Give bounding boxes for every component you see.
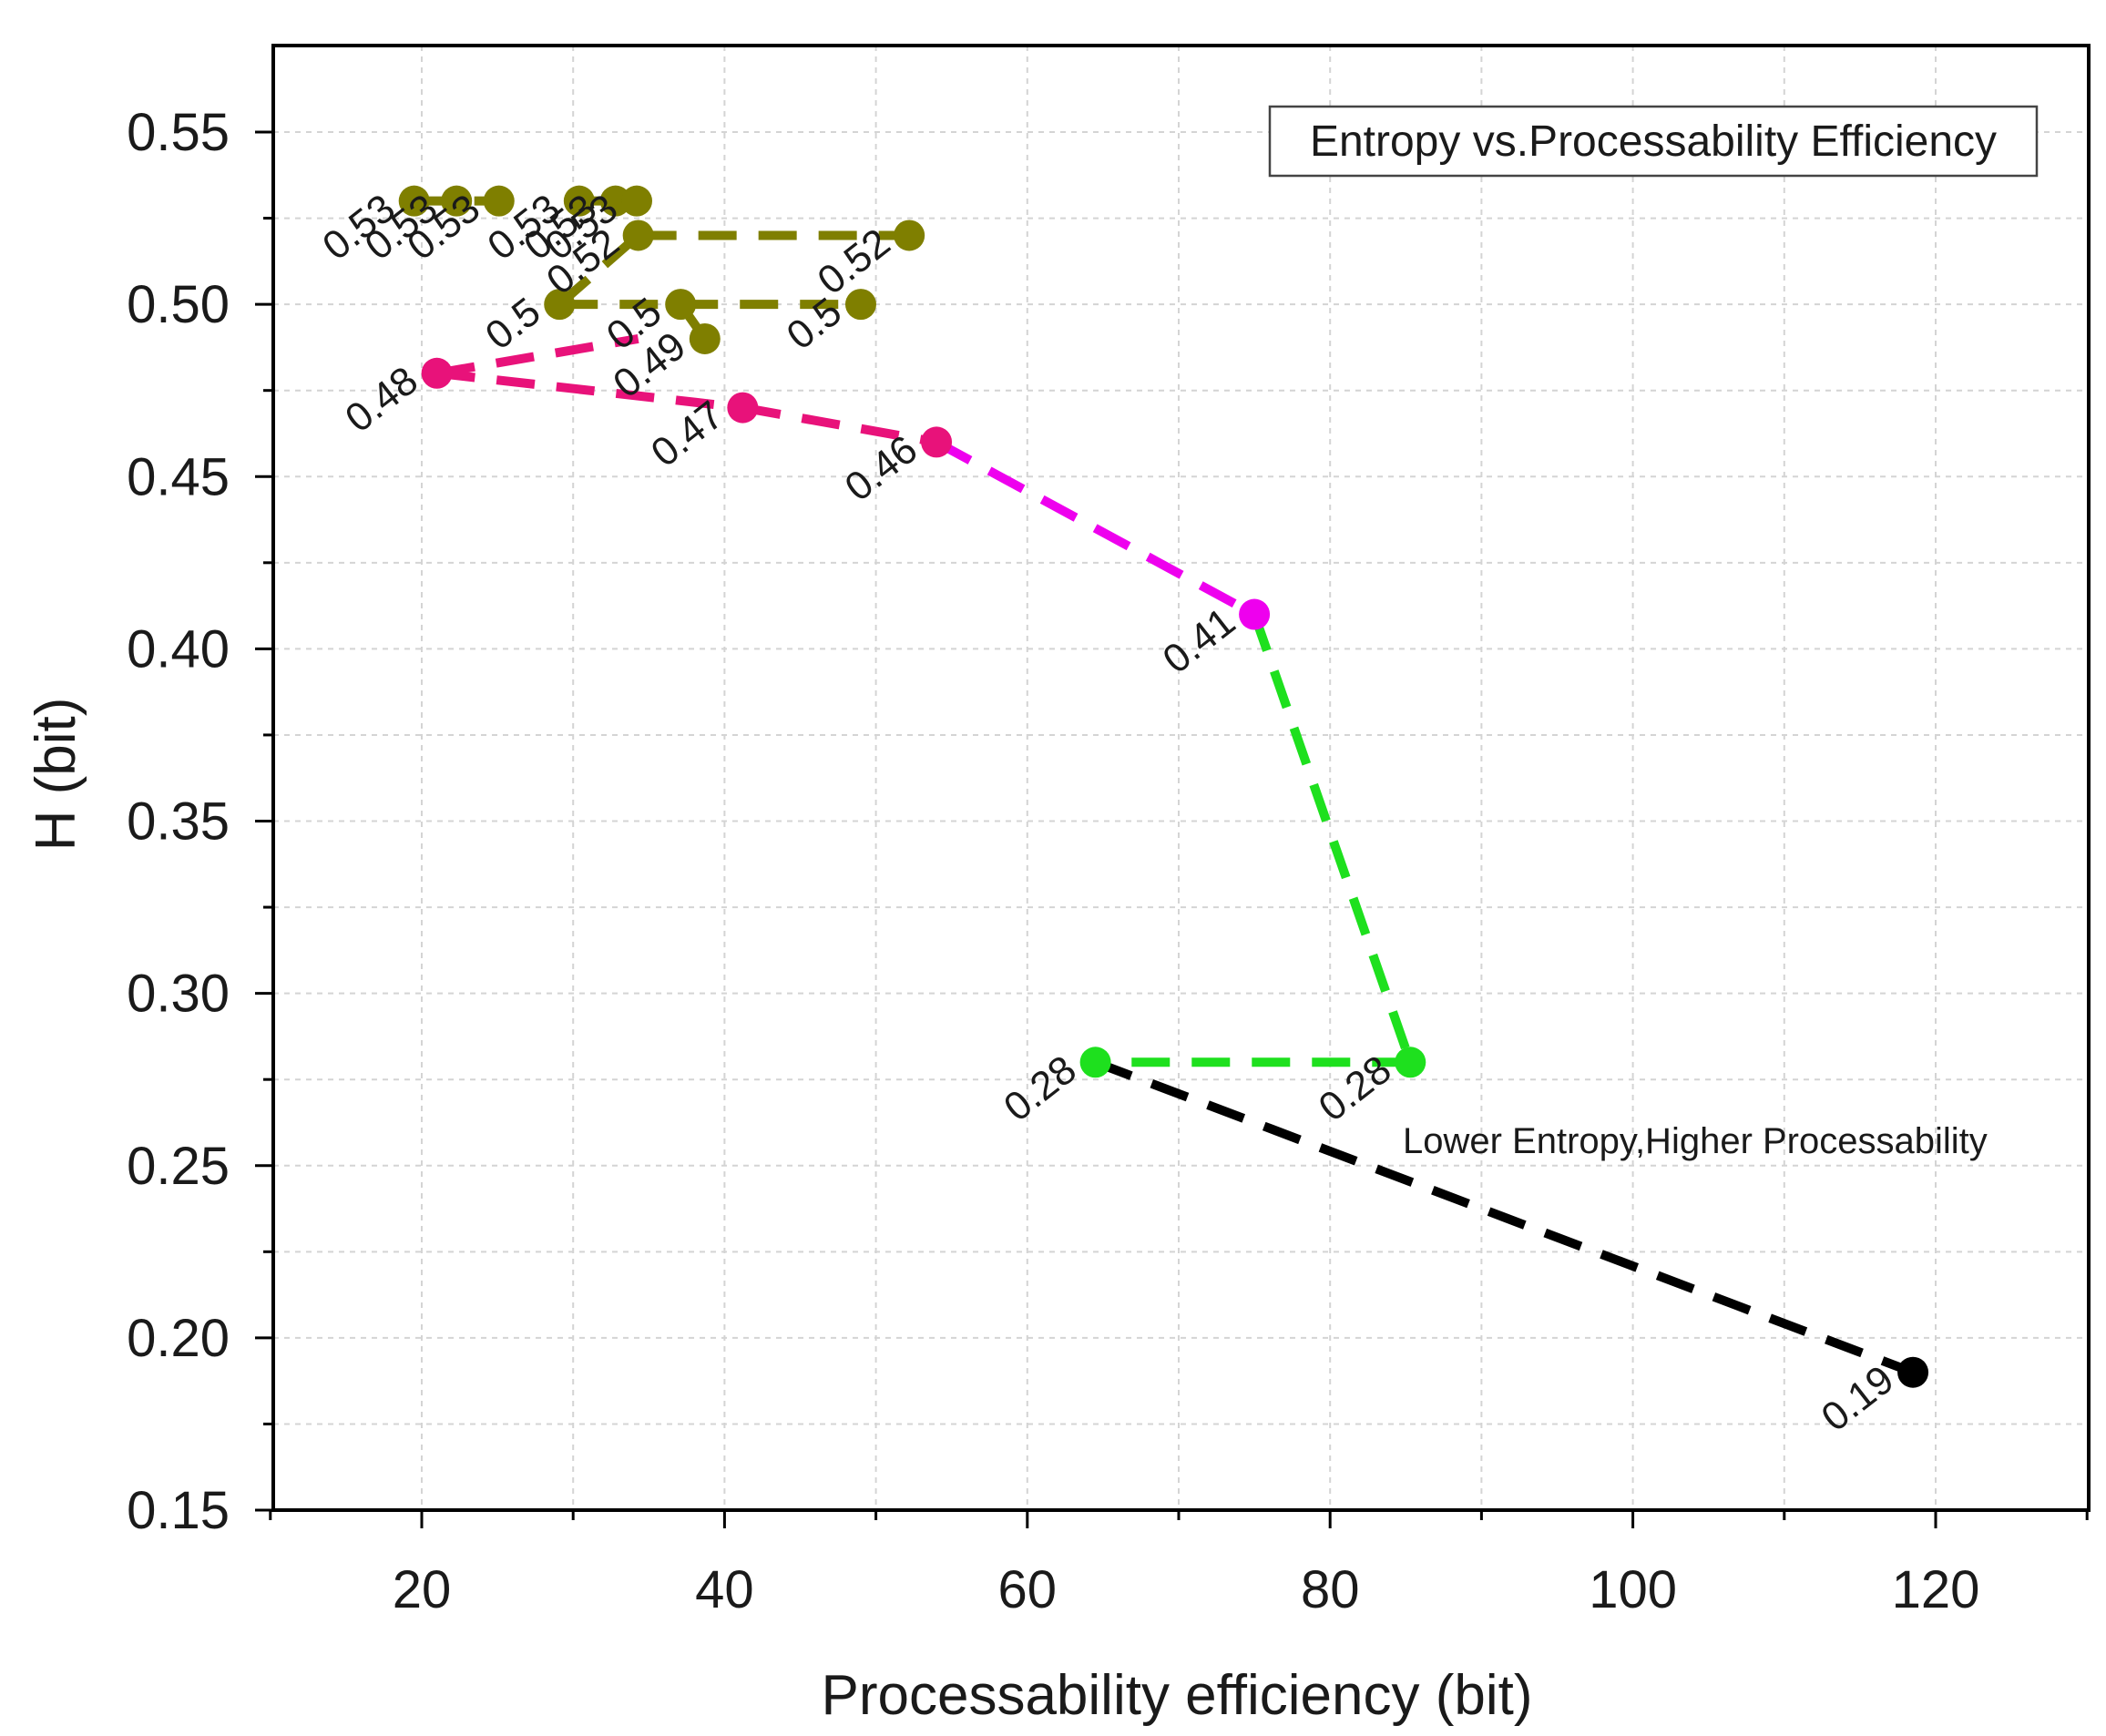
data-points [398,185,1929,1388]
legend-box: Entropy vs.Processability Efficiency [1268,105,2039,178]
legend-frame [1268,105,2039,178]
data-point [665,289,697,321]
data-point [622,220,654,251]
connector-line [1093,1057,1915,1377]
data-point [1395,1047,1426,1078]
data-point [599,185,631,217]
y-tick-label: 0.55 [127,103,230,162]
connector-line [556,231,641,308]
y-tick-label: 0.15 [127,1481,230,1540]
data-point [421,357,453,389]
data-point [563,185,595,217]
data-point [1079,1047,1111,1078]
axis-ticks: 20 40 60 80 100 120 0.15 0.20 0.25 0.30 0.35 0.40 0.… [127,103,2089,1619]
connector-line [436,368,743,413]
data-point [398,185,430,217]
legend-text: Entropy vs.Processability Efficiency [1310,117,1997,166]
x-tick-label: 100 [1589,1560,1677,1619]
connector-line [934,438,1257,618]
x-tick-label: 120 [1892,1560,1980,1619]
data-point [621,185,653,217]
data-point [483,185,515,217]
connector-line [1250,612,1416,1064]
y-tick-label: 0.50 [127,275,230,334]
y-tick-label: 0.30 [127,965,230,1024]
y-axis-title: H (bit) [25,698,87,852]
y-tick-label: 0.40 [127,619,230,679]
grid [273,46,2089,1510]
x-tick-label: 60 [998,1560,1058,1619]
x-axis-title: Processability efficiency (bit) [821,1664,1532,1727]
annotation-text: Lower Entropy,Higher Processability [1403,1121,1988,1161]
plot-frame [271,44,2091,1512]
data-point [1239,598,1271,630]
x-tick-label: 20 [393,1560,452,1619]
y-tick-label: 0.45 [127,447,230,506]
y-tick-label: 0.20 [127,1309,230,1368]
connector-line [435,334,639,378]
data-point [921,426,953,458]
data-point [689,322,721,354]
data-point [441,185,473,217]
data-point [727,392,759,424]
y-tick-label: 0.35 [127,792,230,852]
y-tick-label: 0.25 [127,1137,230,1196]
data-point [844,289,876,321]
x-tick-label: 80 [1301,1560,1360,1619]
x-tick-label: 40 [695,1560,754,1619]
data-point [894,220,925,251]
data-point [544,289,576,321]
data-point [1897,1356,1929,1388]
connector-line [741,403,937,447]
